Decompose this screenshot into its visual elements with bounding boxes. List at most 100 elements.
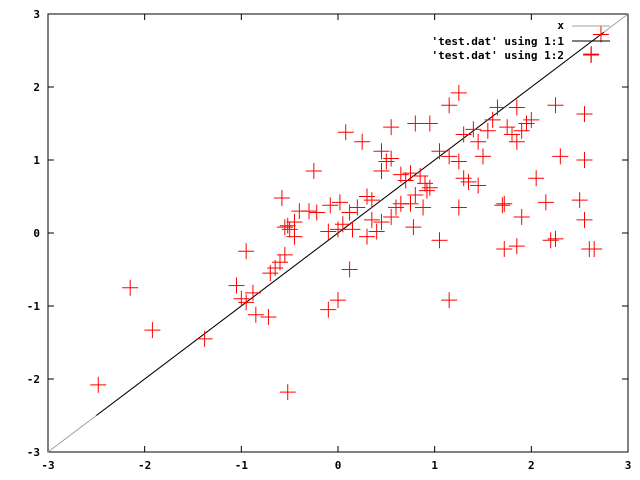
data-point [576, 211, 593, 228]
data-point [513, 208, 530, 225]
data-point [354, 133, 371, 150]
data-point [465, 121, 482, 138]
data-point [431, 143, 448, 160]
data-point [508, 99, 525, 116]
data-point [499, 119, 516, 136]
data-point [363, 211, 380, 228]
data-point [238, 294, 255, 311]
data-point [363, 192, 380, 209]
data-point [305, 162, 322, 179]
data-point [592, 26, 609, 43]
data-point [586, 241, 603, 258]
data-point [504, 126, 520, 143]
y-tick-label: 2 [33, 81, 40, 94]
x-tick-label: -1 [235, 459, 249, 472]
data-point [489, 99, 506, 116]
data-point [267, 260, 284, 277]
data-point [392, 166, 409, 183]
legend-label-series-2: 'test.dat' using 1:2 [432, 49, 564, 62]
data-point [331, 194, 348, 211]
data-point [373, 162, 390, 179]
data-point [496, 195, 513, 212]
data-point [412, 168, 429, 185]
data-point [276, 246, 293, 263]
data-point [475, 148, 491, 165]
data-point [496, 241, 513, 258]
data-point [286, 228, 303, 245]
data-point [455, 126, 472, 143]
data-point [373, 143, 390, 160]
data-point [421, 115, 438, 132]
y-tick-label: 0 [33, 227, 40, 240]
data-point [450, 153, 467, 170]
legend-label-x: x [557, 19, 564, 32]
data-point [470, 133, 487, 150]
data-point [279, 217, 296, 234]
data-point [322, 197, 339, 214]
data-point [518, 115, 535, 132]
data-point [388, 199, 404, 216]
data-point [281, 221, 298, 238]
data-point [308, 204, 325, 221]
x-tick-label: -2 [138, 459, 151, 472]
data-point [341, 261, 358, 278]
data-point [441, 97, 458, 114]
data-point [431, 232, 448, 249]
data-point [378, 153, 395, 170]
data-point [407, 115, 424, 132]
data-point [479, 122, 496, 139]
y-tick-label: -3 [27, 446, 40, 459]
data-point [273, 189, 290, 206]
data-point [405, 219, 422, 236]
x-tick-label: 2 [528, 459, 535, 472]
data-point [421, 179, 438, 196]
data-point [196, 330, 213, 347]
data-point [494, 197, 511, 214]
data-point [513, 122, 530, 139]
data-point [320, 301, 337, 318]
data-point [392, 195, 409, 212]
data-point [238, 243, 255, 260]
data-point [460, 173, 477, 190]
y-tick-label: 3 [33, 8, 40, 21]
data-point [397, 172, 414, 189]
data-point [228, 277, 245, 294]
data-point [484, 111, 501, 128]
legend-label-series-1: 'test.dat' using 1:1 [432, 35, 565, 48]
data-point [337, 124, 354, 141]
data-point [244, 284, 261, 301]
data-point [547, 230, 564, 247]
data-point [383, 119, 400, 136]
data-point [576, 106, 593, 123]
x-tick-label: -3 [41, 459, 54, 472]
x-tick-label: 0 [335, 459, 342, 472]
legend-sample-series-2 [583, 47, 599, 63]
data-point [537, 194, 554, 211]
legend: x 'test.dat' using 1:1 'test.dat' using … [432, 19, 610, 63]
data-point [344, 221, 361, 238]
data-point [508, 238, 525, 255]
data-point [320, 223, 337, 240]
y-tick-label: 1 [33, 154, 40, 167]
data-point [90, 376, 107, 393]
data-point [441, 148, 458, 165]
x-tick-label: 1 [431, 459, 438, 472]
data-point [383, 150, 400, 167]
data-point [383, 208, 400, 225]
data-point [455, 170, 472, 187]
y-tick-label: -2 [27, 373, 40, 386]
data-point [418, 182, 435, 199]
data-point [576, 152, 593, 168]
data-point [508, 133, 525, 150]
data-point [359, 188, 375, 205]
data-point [470, 177, 487, 194]
data-point [247, 306, 264, 323]
data-point [276, 219, 293, 236]
data-point [368, 223, 385, 240]
data-point [523, 111, 540, 128]
data-point [542, 232, 559, 249]
data-point [547, 97, 564, 114]
axis-ticks [47, 13, 629, 453]
data-point [407, 187, 424, 204]
